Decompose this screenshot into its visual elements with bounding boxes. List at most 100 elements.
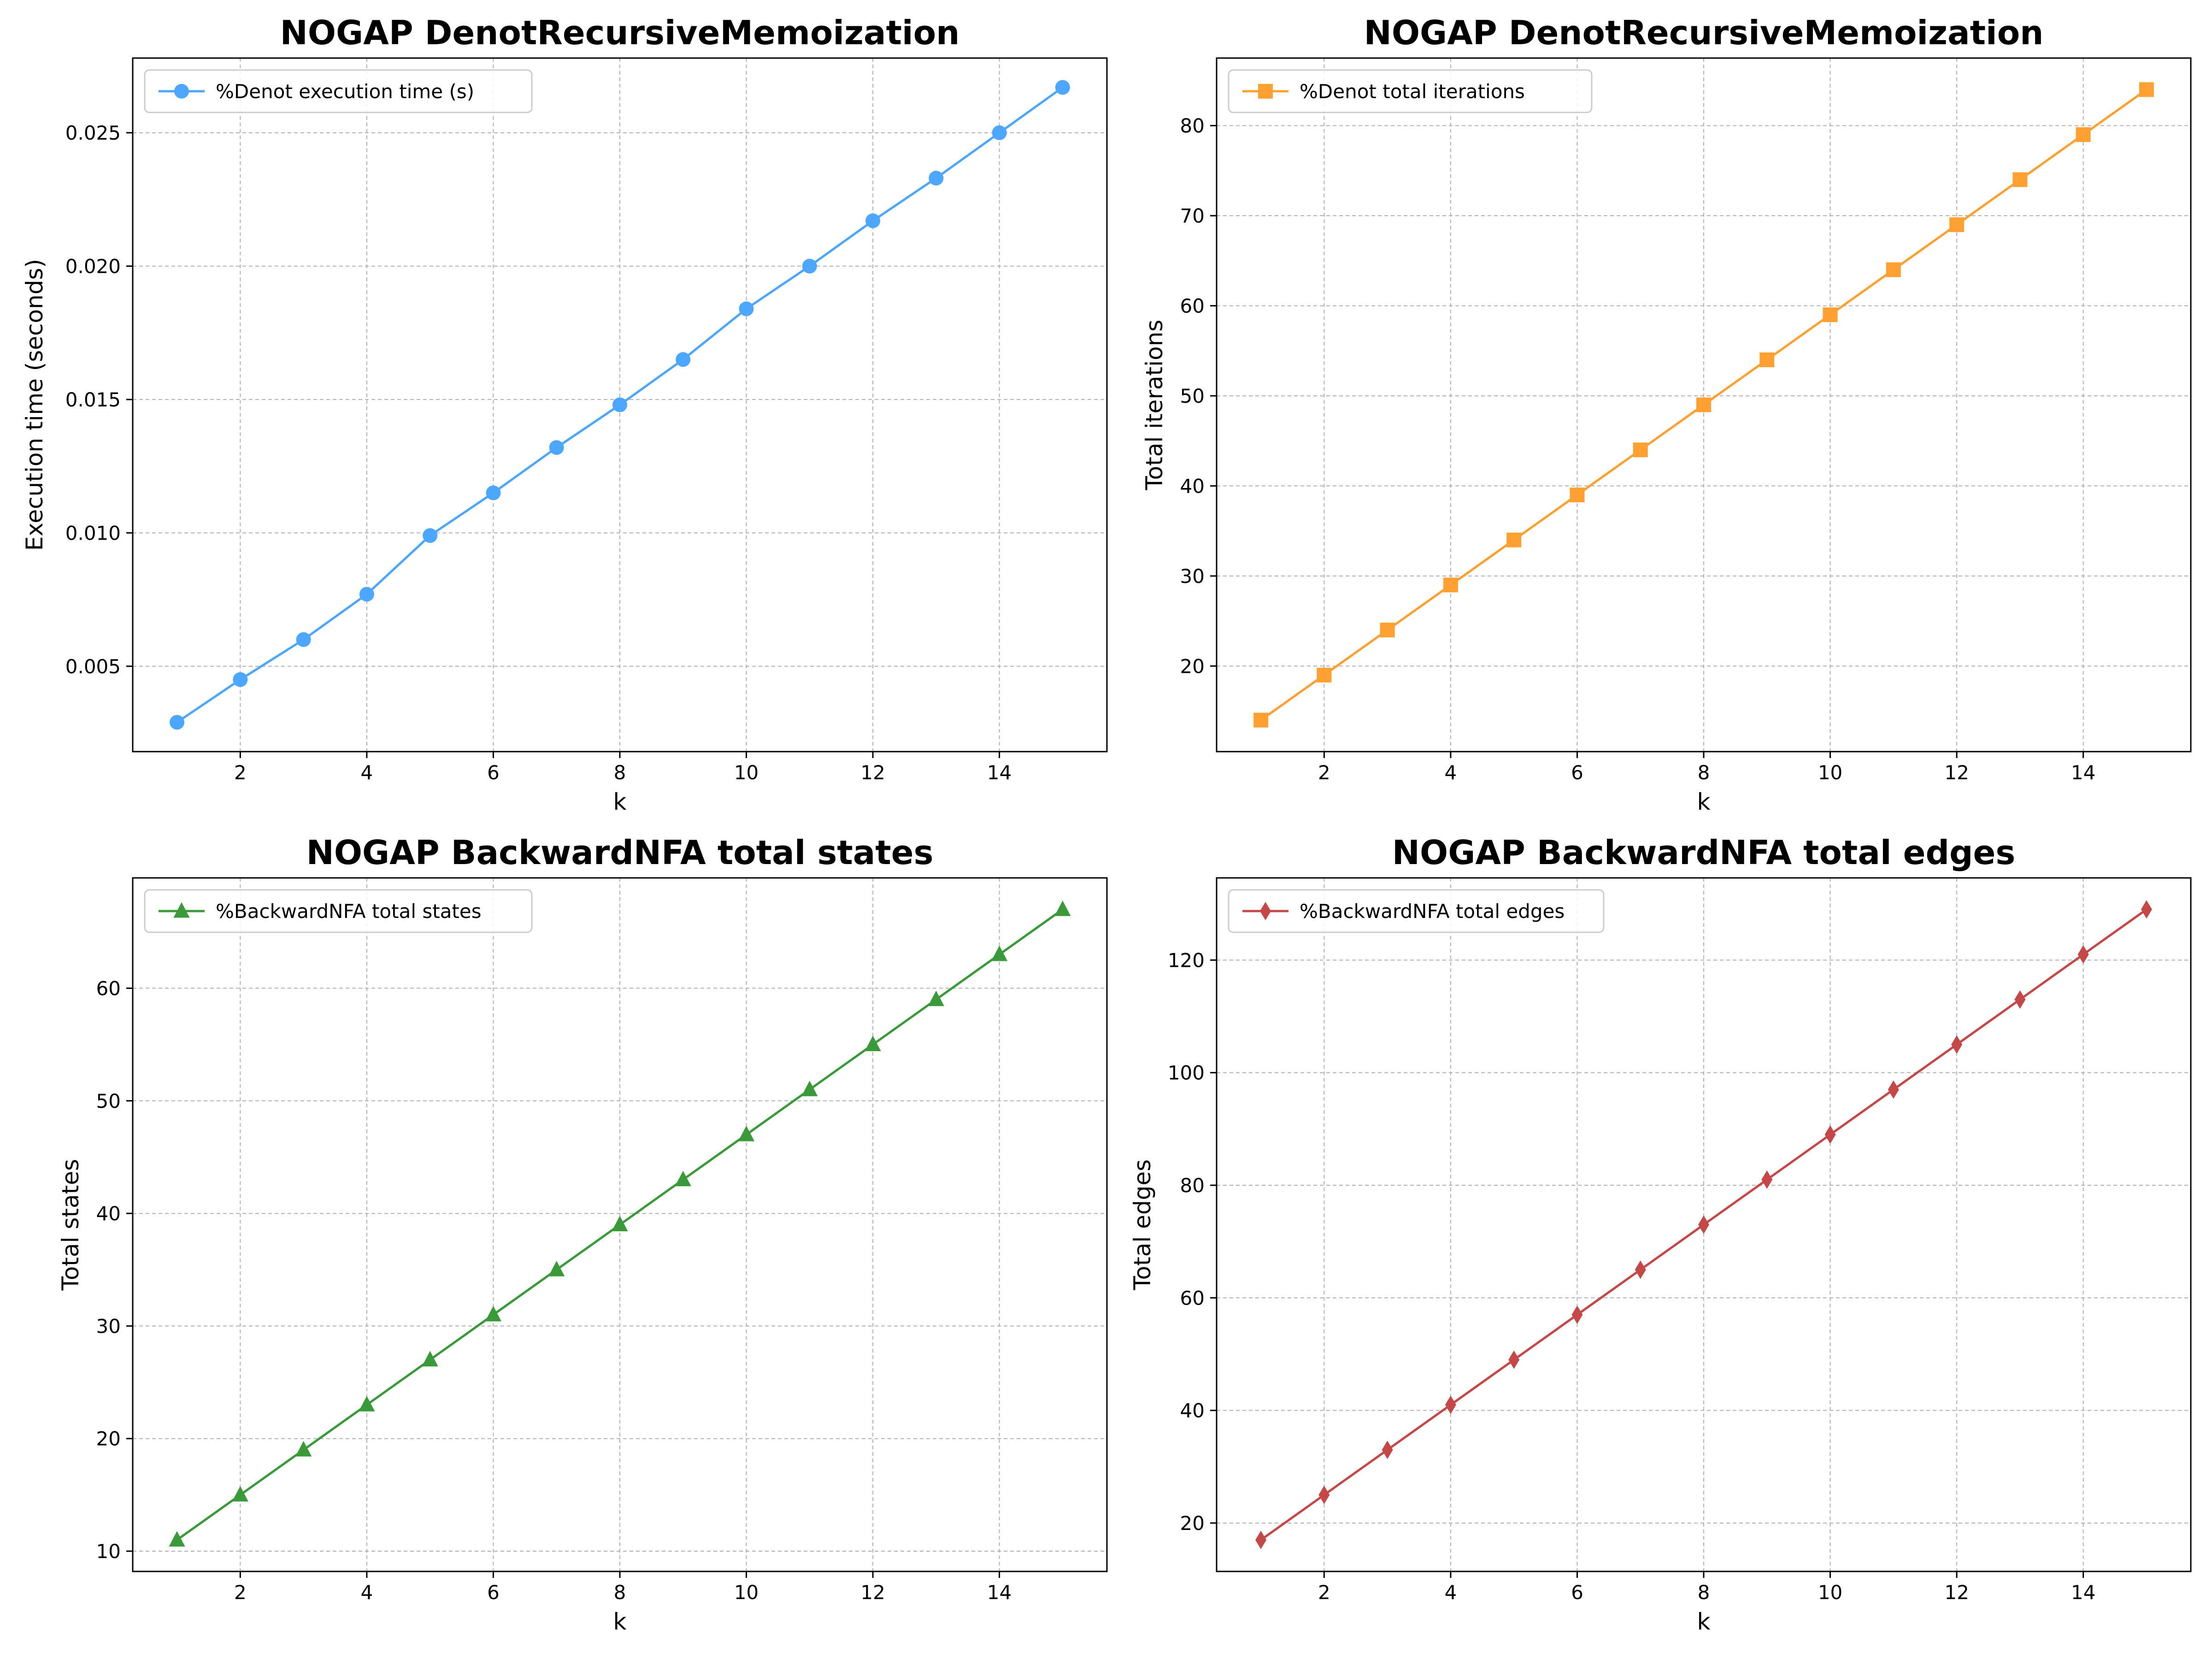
legend-label: %BackwardNFA total states xyxy=(216,900,482,923)
data-point xyxy=(1696,398,1711,412)
data-point xyxy=(1698,1216,1709,1234)
y-axis-label: Total states xyxy=(57,1159,84,1291)
data-point xyxy=(169,1531,185,1547)
x-tick-label: 8 xyxy=(1698,1581,1710,1604)
data-point xyxy=(991,946,1007,961)
data-point xyxy=(1317,668,1331,682)
x-tick-label: 4 xyxy=(361,761,373,784)
data-point xyxy=(1761,1171,1772,1189)
y-tick-label: 50 xyxy=(1180,385,1205,407)
data-point xyxy=(929,171,943,185)
y-tick-label: 0.010 xyxy=(65,522,121,544)
y-tick-label: 60 xyxy=(96,977,121,1000)
y-axis-label: Total edges xyxy=(1129,1159,1156,1291)
x-tick-label: 6 xyxy=(1571,1581,1583,1604)
chart-title: NOGAP DenotRecursiveMemoization xyxy=(280,13,960,52)
data-point xyxy=(1506,533,1521,547)
data-point xyxy=(2141,900,2152,918)
data-point xyxy=(1443,577,1458,592)
data-point xyxy=(170,715,184,729)
x-tick-label: 14 xyxy=(987,761,1012,784)
data-point xyxy=(422,1351,438,1366)
data-point xyxy=(232,1486,248,1502)
x-tick-label: 12 xyxy=(1944,1581,1969,1604)
chart-denot-time: 2 4 6 8 10 12 14 0.005 0.010 0.015 0.020 0.025 NOGAP… xyxy=(21,13,1107,815)
x-tick-label: 10 xyxy=(1818,761,1842,784)
data-point xyxy=(549,440,564,455)
y-tick-label: 60 xyxy=(1180,1287,1205,1309)
data-point xyxy=(548,1261,565,1277)
data-point xyxy=(295,1441,312,1457)
data-point xyxy=(1382,1441,1393,1459)
x-tick-label: 6 xyxy=(487,761,500,784)
x-axis-label: k xyxy=(1697,1608,1711,1635)
data-point xyxy=(1571,1306,1583,1324)
data-point xyxy=(1255,1531,1266,1549)
data-point xyxy=(1054,900,1071,916)
x-tick-label: 10 xyxy=(1818,1581,1842,1604)
y-tick-label: 70 xyxy=(1180,205,1205,227)
data-point xyxy=(1886,262,1901,277)
x-axis-label: k xyxy=(613,788,627,815)
data-point xyxy=(676,352,690,367)
data-point xyxy=(1823,307,1838,322)
x-tick-label: 2 xyxy=(234,761,247,784)
x-tick-label: 6 xyxy=(1571,761,1583,784)
x-tick-label: 2 xyxy=(1318,761,1330,784)
legend-marker xyxy=(1258,84,1273,99)
data-point xyxy=(928,991,944,1006)
data-point xyxy=(359,1396,375,1412)
data-point xyxy=(1055,80,1070,95)
y-tick-label: 80 xyxy=(1180,115,1205,137)
data-point xyxy=(612,398,627,412)
y-tick-label: 40 xyxy=(96,1202,121,1225)
x-tick-label: 8 xyxy=(614,1581,626,1604)
y-tick-label: 80 xyxy=(1180,1174,1205,1197)
x-tick-label: 4 xyxy=(1445,761,1457,784)
x-tick-label: 12 xyxy=(860,761,885,784)
data-point xyxy=(1888,1080,1899,1099)
y-tick-label: 20 xyxy=(1180,655,1205,677)
x-tick-label: 8 xyxy=(1698,761,1710,784)
legend: %Denot execution time (s) xyxy=(145,70,532,112)
data-point xyxy=(233,672,247,687)
y-tick-label: 50 xyxy=(96,1090,121,1112)
data-point xyxy=(738,1126,754,1141)
data-point xyxy=(865,213,880,228)
chart-title: NOGAP DenotRecursiveMemoization xyxy=(1364,13,2044,52)
x-axis-label: k xyxy=(1697,788,1711,815)
chart-denot-iterations: 2 4 6 8 10 12 14 20 30 40 50 60 70 80 NOGAP DenotRecur… xyxy=(1141,13,2191,815)
x-tick-label: 10 xyxy=(734,761,759,784)
chart-nfa-edges: 2 4 6 8 10 12 14 20 40 60 80 100 120 NOGAP BackwardNF… xyxy=(1129,833,2191,1635)
data-point xyxy=(1253,713,1268,728)
data-point xyxy=(802,259,817,274)
legend: %Denot total iterations xyxy=(1229,70,1592,112)
data-point xyxy=(612,1216,628,1231)
legend-label: %BackwardNFA total edges xyxy=(1300,900,1565,923)
data-point xyxy=(739,301,754,316)
x-tick-label: 14 xyxy=(2071,761,2095,784)
data-point xyxy=(486,486,500,500)
x-tick-label: 2 xyxy=(234,1581,247,1604)
data-point xyxy=(1508,1351,1519,1369)
data-point xyxy=(1318,1486,1330,1504)
x-tick-label: 14 xyxy=(2071,1581,2095,1604)
data-point xyxy=(675,1171,691,1187)
data-point xyxy=(423,528,437,543)
data-point xyxy=(1635,1260,1646,1279)
x-axis-label: k xyxy=(613,1608,627,1635)
data-point xyxy=(2139,82,2154,97)
data-point xyxy=(1949,218,1964,232)
y-tick-label: 100 xyxy=(1168,1062,1205,1084)
data-point xyxy=(1825,1125,1836,1144)
data-point xyxy=(992,125,1007,140)
x-tick-label: 6 xyxy=(487,1581,500,1604)
data-point xyxy=(2076,127,2091,142)
chart-title: NOGAP BackwardNFA total edges xyxy=(1392,833,2016,872)
data-point xyxy=(296,632,311,647)
x-tick-label: 4 xyxy=(361,1581,373,1604)
data-point xyxy=(2078,945,2089,964)
data-point xyxy=(1759,353,1774,367)
y-tick-label: 20 xyxy=(1180,1512,1205,1535)
